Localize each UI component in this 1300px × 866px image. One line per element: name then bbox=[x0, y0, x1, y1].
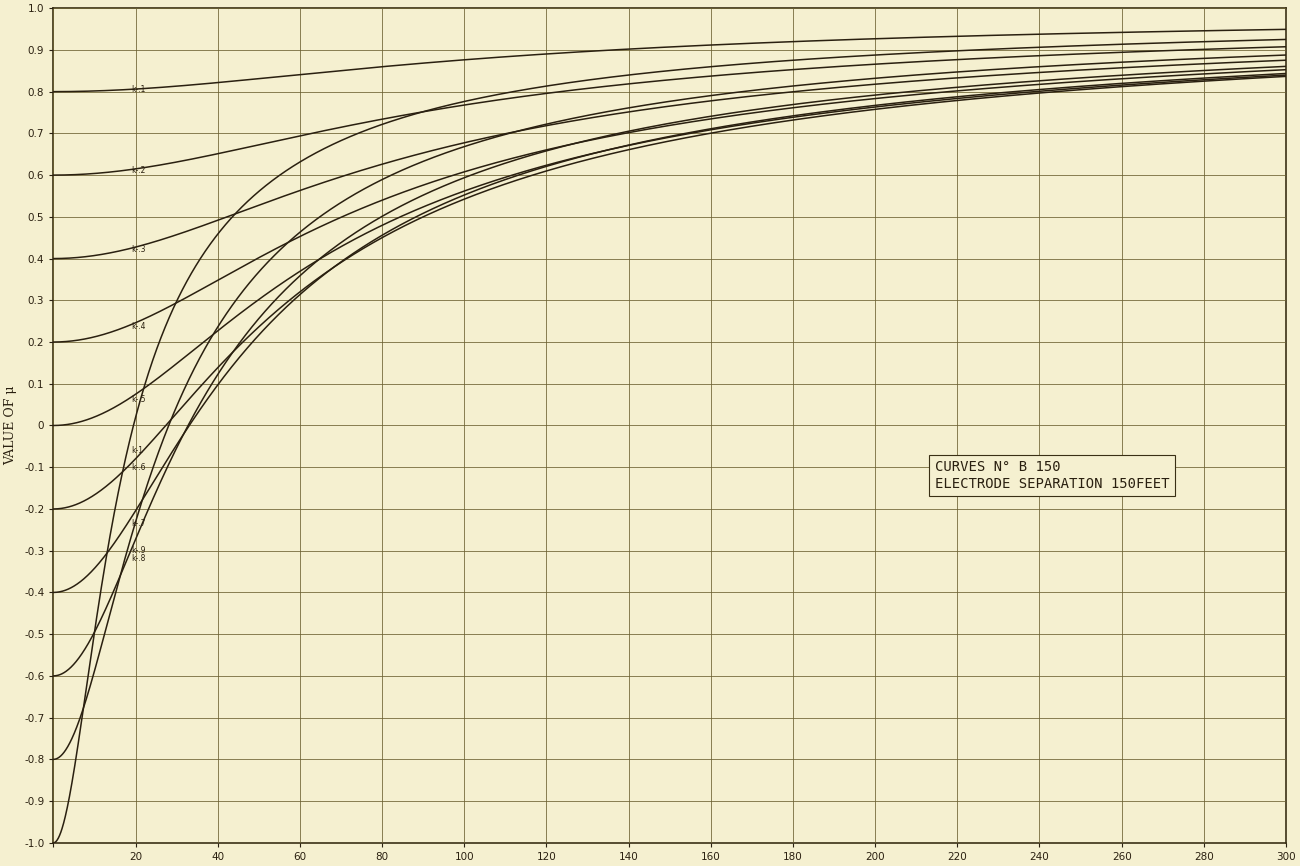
Text: k-.2: k-.2 bbox=[131, 165, 146, 175]
Text: k-.7: k-.7 bbox=[131, 520, 146, 528]
Text: k-.4: k-.4 bbox=[131, 321, 146, 331]
Text: k-.5: k-.5 bbox=[131, 395, 146, 404]
Text: k-.1: k-.1 bbox=[131, 85, 146, 94]
Text: k-.9: k-.9 bbox=[131, 546, 146, 554]
Text: k-.8: k-.8 bbox=[131, 554, 146, 564]
Text: k-.6: k-.6 bbox=[131, 462, 146, 472]
Text: k-1: k-1 bbox=[131, 446, 143, 455]
Text: CURVES N° B 150
ELECTRODE SEPARATION 150FEET: CURVES N° B 150 ELECTRODE SEPARATION 150… bbox=[935, 461, 1169, 491]
Y-axis label: VALUE OF μ: VALUE OF μ bbox=[4, 385, 17, 465]
Text: k-.3: k-.3 bbox=[131, 244, 146, 254]
